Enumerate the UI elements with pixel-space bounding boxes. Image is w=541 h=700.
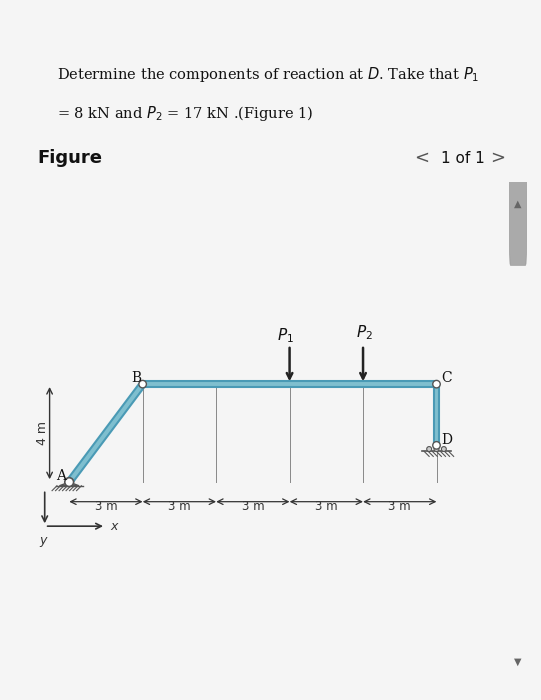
Circle shape	[433, 442, 440, 449]
Text: D: D	[441, 433, 452, 447]
Circle shape	[65, 477, 74, 486]
Circle shape	[139, 380, 147, 388]
Text: 3 m: 3 m	[388, 500, 411, 513]
Text: y: y	[40, 533, 47, 547]
Text: A: A	[56, 468, 65, 482]
Text: B: B	[131, 371, 142, 385]
Text: 4 m: 4 m	[36, 421, 49, 445]
Text: x: x	[111, 520, 118, 533]
Text: <: <	[414, 149, 430, 167]
Text: ▼: ▼	[514, 657, 522, 667]
Text: = 8 kN and $P_2$ = 17 kN .(Figure 1): = 8 kN and $P_2$ = 17 kN .(Figure 1)	[57, 104, 313, 123]
Text: 3 m: 3 m	[95, 500, 117, 513]
FancyBboxPatch shape	[510, 167, 526, 265]
Polygon shape	[434, 384, 439, 445]
Circle shape	[434, 447, 439, 452]
Text: 1 of 1: 1 of 1	[441, 150, 484, 166]
Circle shape	[427, 447, 432, 452]
Circle shape	[433, 380, 440, 388]
Text: Figure: Figure	[38, 149, 103, 167]
Text: 3 m: 3 m	[315, 500, 338, 513]
Circle shape	[441, 447, 446, 452]
Text: 3 m: 3 m	[241, 500, 264, 513]
Text: 3 m: 3 m	[168, 500, 190, 513]
Text: >: >	[490, 149, 505, 167]
Polygon shape	[60, 482, 79, 486]
Text: $P_2$: $P_2$	[355, 323, 373, 342]
Text: C: C	[441, 371, 452, 385]
Text: ▲: ▲	[514, 199, 522, 209]
Polygon shape	[143, 382, 437, 387]
Text: $P_1$: $P_1$	[278, 326, 294, 345]
Polygon shape	[67, 382, 145, 484]
Text: Determine the components of reaction at $D$. Take that $P_1$: Determine the components of reaction at …	[57, 65, 479, 84]
